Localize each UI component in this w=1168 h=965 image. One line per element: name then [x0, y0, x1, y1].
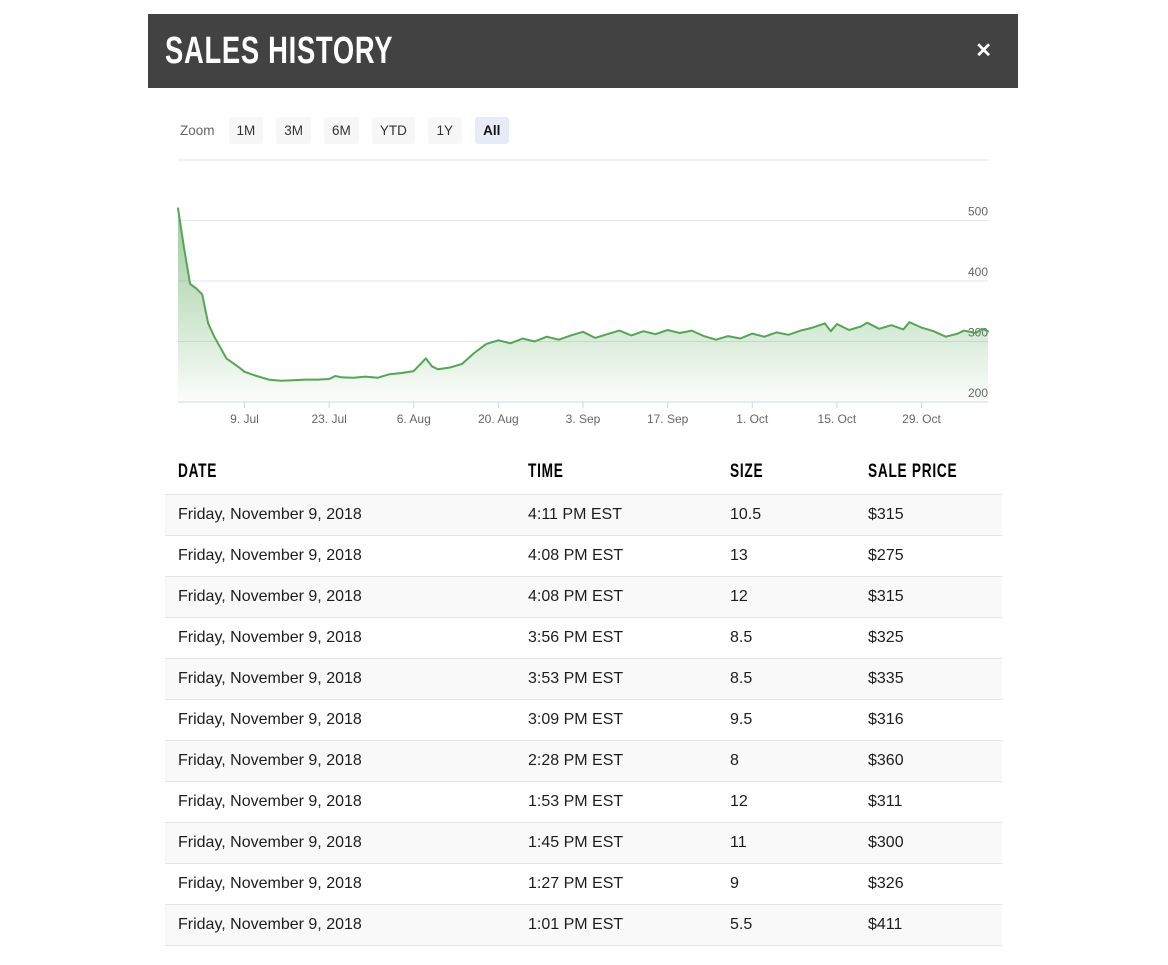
- range-button-3m[interactable]: 3M: [276, 116, 312, 144]
- svg-text:29. Oct: 29. Oct: [902, 412, 941, 426]
- cell-date: Friday, November 9, 2018: [178, 629, 362, 646]
- cell-time: 3:56 PM EST: [528, 629, 624, 646]
- cell-date: Friday, November 9, 2018: [178, 916, 362, 933]
- page-title: SALES HISTORY: [165, 30, 394, 72]
- table-row: Friday, November 9, 2018 3:53 PM EST 8.5 $3…: [165, 658, 1002, 699]
- cell-size: 11: [730, 834, 747, 851]
- cell-price: $335: [868, 670, 904, 687]
- svg-text:23. Jul: 23. Jul: [311, 412, 346, 426]
- cell-size: 10.5: [730, 506, 762, 523]
- cell-date: Friday, November 9, 2018: [178, 547, 362, 564]
- column-header-size: SIZE: [730, 461, 764, 482]
- series-line: [177, 207, 989, 382]
- cell-time: 3:09 PM EST: [528, 711, 624, 728]
- cell-time: 1:01 PM EST: [528, 916, 624, 933]
- series-area: [178, 208, 988, 402]
- cell-date: Friday, November 9, 2018: [178, 793, 362, 810]
- cell-size: 8: [730, 752, 739, 769]
- cell-size: 8.5: [730, 629, 753, 646]
- table-row: Friday, November 9, 2018 4:11 PM EST 10.5 $…: [165, 494, 1002, 535]
- zoom-label: Zoom: [180, 122, 215, 138]
- cell-size: 12: [730, 793, 748, 810]
- svg-text:6. Aug: 6. Aug: [397, 412, 431, 426]
- cell-time: 4:08 PM EST: [528, 547, 624, 564]
- table-row: Friday, November 9, 2018 1:45 PM EST 11 $30…: [165, 822, 1002, 863]
- cell-time: 4:11 PM EST: [528, 506, 622, 523]
- cell-date: Friday, November 9, 2018: [178, 752, 362, 769]
- table-header-row: DATE TIME SIZE SALE PRICE: [165, 450, 1002, 494]
- close-icon: ✕: [975, 40, 992, 62]
- cell-price: $300: [868, 834, 904, 851]
- table-row: Friday, November 9, 2018 1:27 PM EST 9 $326: [165, 863, 1002, 904]
- table-row: Friday, November 9, 2018 1:53 PM EST 12 $31…: [165, 781, 1002, 822]
- cell-price: $325: [868, 629, 904, 646]
- modal-header: SALES HISTORY ✕: [148, 14, 1018, 88]
- svg-text:9. Jul: 9. Jul: [230, 412, 259, 426]
- cell-time: 1:53 PM EST: [528, 793, 624, 810]
- table-row: Friday, November 9, 2018 4:08 PM EST 13 $27…: [165, 535, 1002, 576]
- cell-size: 5.5: [730, 916, 753, 933]
- table-body: Friday, November 9, 2018 4:11 PM EST 10.5 $…: [165, 494, 1002, 946]
- cell-time: 3:53 PM EST: [528, 670, 624, 687]
- cell-price: $315: [868, 506, 904, 523]
- range-button-ytd[interactable]: YTD: [371, 116, 415, 144]
- column-header-date: DATE: [178, 461, 218, 482]
- cell-date: Friday, November 9, 2018: [178, 875, 362, 892]
- cell-size: 12: [730, 588, 748, 605]
- range-button-6m[interactable]: 6M: [324, 116, 359, 144]
- cell-date: Friday, November 9, 2018: [178, 588, 362, 605]
- cell-size: 9.5: [730, 711, 753, 728]
- x-axis-ticks: [243, 402, 923, 408]
- svg-text:15. Oct: 15. Oct: [818, 412, 857, 426]
- svg-text:1. Oct: 1. Oct: [736, 412, 769, 426]
- close-button[interactable]: ✕: [975, 41, 992, 61]
- cell-price: $326: [868, 875, 904, 892]
- table-row: Friday, November 9, 2018 2:28 PM EST 8 $360: [165, 740, 1002, 781]
- cell-time: 1:27 PM EST: [528, 875, 624, 892]
- svg-text:17. Sep: 17. Sep: [647, 412, 689, 426]
- range-button-all[interactable]: All: [474, 116, 509, 144]
- cell-price: $275: [868, 547, 904, 564]
- cell-time: 1:45 PM EST: [528, 834, 624, 851]
- column-header-time: TIME: [528, 461, 564, 482]
- cell-date: Friday, November 9, 2018: [178, 506, 362, 523]
- table-row: Friday, November 9, 2018 4:08 PM EST 12 $31…: [165, 576, 1002, 617]
- table-row: Friday, November 9, 2018 1:01 PM EST 5.5 $4…: [165, 904, 1002, 945]
- cell-size: 13: [730, 547, 748, 564]
- svg-text:400: 400: [968, 265, 988, 279]
- column-header-price: SALE PRICE: [868, 461, 958, 482]
- x-axis-labels: 9. Jul 23. Jul 6. Aug 20. Aug 3. Sep 17. Sep 1…: [230, 412, 941, 426]
- cell-price: $411: [868, 916, 903, 933]
- cell-price: $315: [868, 588, 904, 605]
- svg-text:20. Aug: 20. Aug: [478, 412, 519, 426]
- sales-table: DATE TIME SIZE SALE PRICE Friday, November …: [165, 450, 1002, 946]
- cell-date: Friday, November 9, 2018: [178, 711, 362, 728]
- range-button-1m[interactable]: 1M: [228, 116, 264, 144]
- range-selector: Zoom 1M 3M 6M YTD 1Y All: [180, 116, 509, 144]
- cell-date: Friday, November 9, 2018: [178, 670, 362, 687]
- table-row: Friday, November 9, 2018 3:09 PM EST 9.5 $3…: [165, 699, 1002, 740]
- table-row: Friday, November 9, 2018 3:56 PM EST 8.5 $3…: [165, 617, 1002, 658]
- cell-date: Friday, November 9, 2018: [178, 834, 362, 851]
- svg-text:500: 500: [968, 205, 988, 219]
- cell-price: $311: [868, 793, 903, 810]
- svg-text:3. Sep: 3. Sep: [566, 412, 601, 426]
- cell-size: 9: [730, 875, 739, 892]
- range-button-1y[interactable]: 1Y: [427, 116, 462, 144]
- cell-size: 8.5: [730, 670, 753, 687]
- cell-time: 2:28 PM EST: [528, 752, 624, 769]
- cell-price: $360: [868, 752, 904, 769]
- cell-time: 4:08 PM EST: [528, 588, 624, 605]
- cell-price: $316: [868, 711, 904, 728]
